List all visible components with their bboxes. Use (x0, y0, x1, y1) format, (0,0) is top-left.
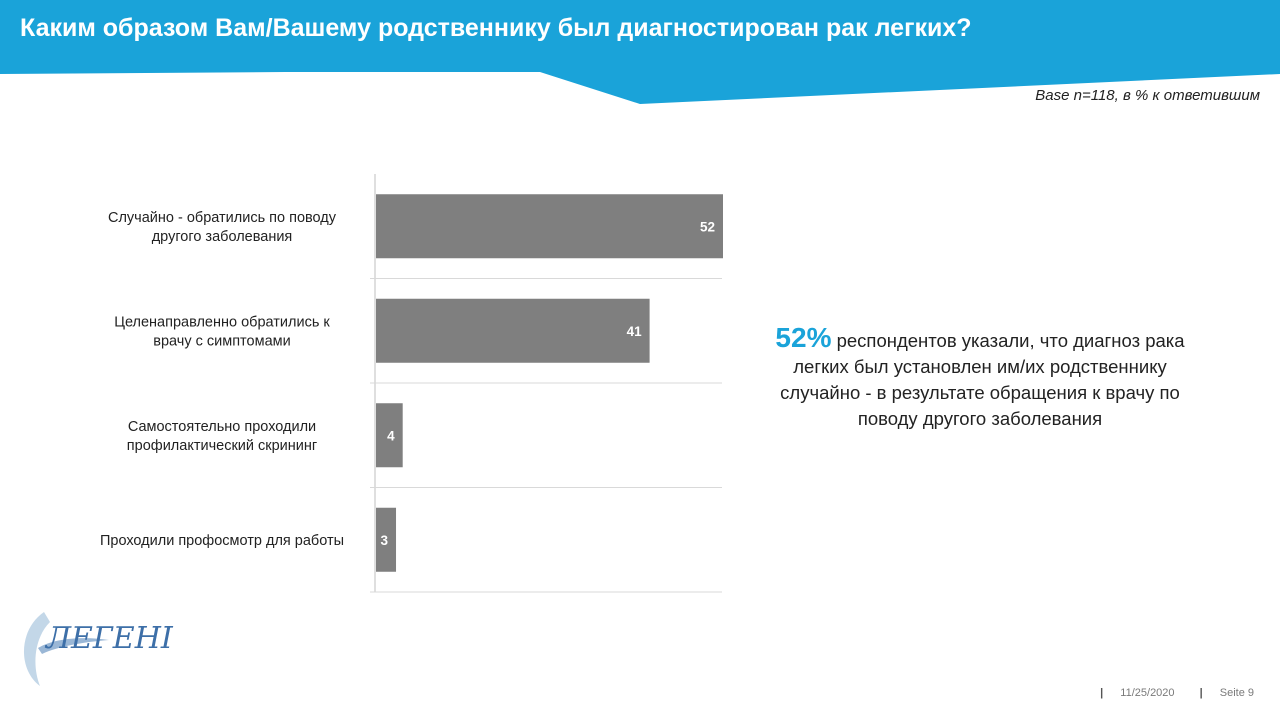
bar-value-label: 3 (381, 533, 389, 548)
category-label: Самостоятельно проходили профилактический… (127, 419, 317, 454)
footer-separator: | (1199, 687, 1203, 699)
bar (376, 194, 723, 259)
bar-value-label: 52 (700, 219, 715, 234)
header-bar (0, 0, 1280, 72)
callout-text: респондентов указали, что диагноз рака л… (780, 330, 1185, 429)
callout-summary: 52% респондентов указали, что диагноз ра… (765, 322, 1195, 432)
bar (376, 507, 397, 572)
category-label: Случайно - обратились по поводу другого з… (108, 210, 337, 245)
base-note: Base n=118, в % к ответившим (1035, 87, 1260, 104)
bar (376, 298, 650, 363)
bar-value-label: 41 (627, 324, 643, 339)
legeni-logo: ЛЕГЕНІ (23, 612, 174, 686)
category-label: Целенаправленно обратились к врачу с симп… (114, 314, 330, 349)
logo-text: ЛЕГЕНІ (44, 621, 174, 656)
footer-page: Seite 9 (1219, 687, 1254, 699)
header-tail-shape (0, 72, 1280, 104)
category-label: Проходили профосмотр для работы (100, 533, 344, 549)
footer-date: 11/25/2020 (1120, 687, 1175, 699)
page-title: Каким образом Вам/Вашему родственнику бы… (20, 14, 972, 42)
bar-value-label: 4 (387, 428, 395, 443)
callout-percent: 52% (775, 322, 832, 353)
footer-separator: | (1100, 687, 1104, 699)
bar (376, 403, 403, 468)
footer: | 11/25/2020 | Seite 9 (1100, 687, 1254, 699)
